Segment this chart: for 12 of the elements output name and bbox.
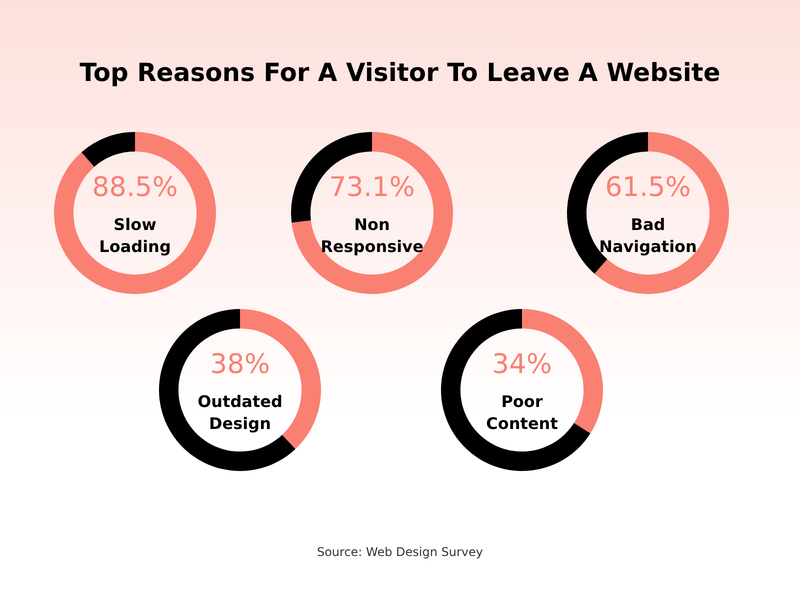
text: Top Reasons For A Visitor To Leave A Website <box>78 58 722 87</box>
data-label: 38% <box>210 349 270 380</box>
data-label: 88.5% <box>92 172 178 204</box>
data-label: 73.1% <box>329 172 415 204</box>
source-note: Source: Web Design Survey <box>316 545 484 559</box>
slice-label: Outdated Design <box>198 392 282 434</box>
data-label: 34% <box>492 349 552 380</box>
slice-label: Slow Loading <box>99 215 171 256</box>
data-label: 61.5% <box>605 172 691 204</box>
slice-label: Bad Navigation <box>599 215 697 256</box>
slice-label: Poor Content <box>486 392 558 434</box>
slice-label: Non Responsive <box>320 215 424 256</box>
